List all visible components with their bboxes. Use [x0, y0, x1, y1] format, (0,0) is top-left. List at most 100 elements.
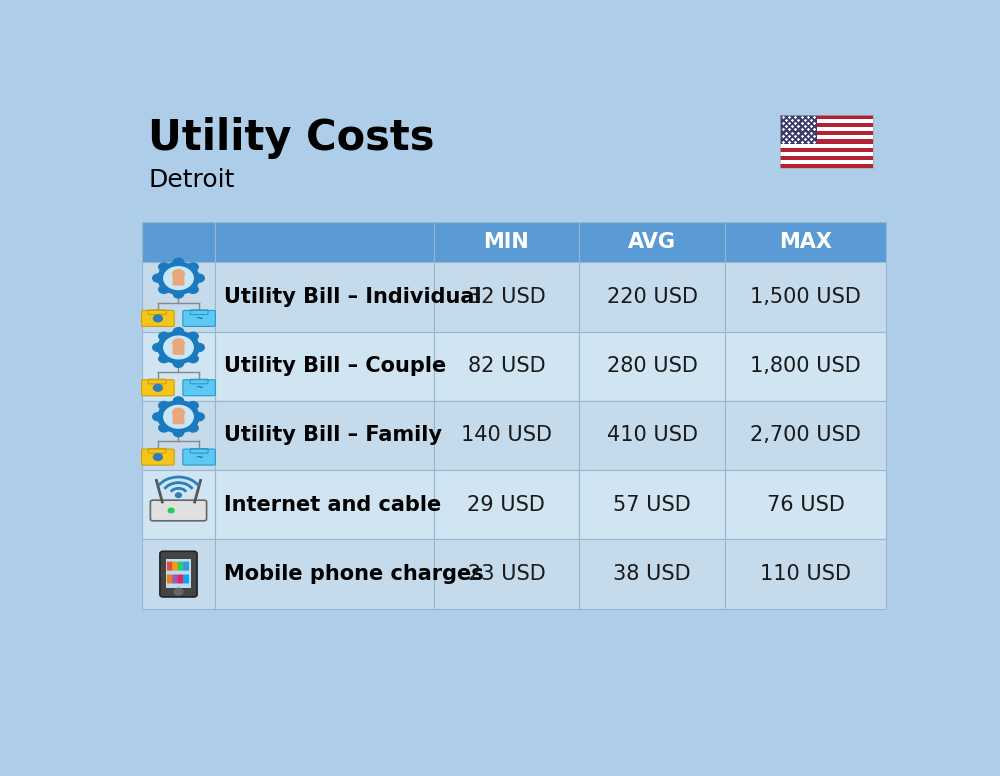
- Circle shape: [173, 408, 184, 417]
- Circle shape: [153, 413, 163, 421]
- Bar: [579, 539, 725, 609]
- FancyBboxPatch shape: [150, 501, 207, 521]
- Text: AVG: AVG: [628, 232, 676, 252]
- Bar: [434, 470, 579, 539]
- Circle shape: [159, 424, 169, 432]
- Bar: [142, 331, 215, 401]
- FancyBboxPatch shape: [178, 562, 184, 570]
- Circle shape: [164, 267, 193, 289]
- Circle shape: [158, 331, 199, 363]
- Text: MAX: MAX: [779, 232, 832, 252]
- Text: Internet and cable: Internet and cable: [224, 495, 441, 514]
- Text: 32 USD: 32 USD: [468, 287, 545, 307]
- Bar: [725, 401, 886, 470]
- Circle shape: [188, 332, 198, 340]
- Circle shape: [173, 359, 184, 367]
- Bar: [780, 147, 873, 151]
- Circle shape: [173, 269, 184, 279]
- Bar: [780, 164, 873, 168]
- Text: 76 USD: 76 USD: [767, 495, 844, 514]
- Bar: [434, 262, 579, 331]
- FancyBboxPatch shape: [178, 574, 184, 584]
- Bar: [780, 120, 873, 123]
- Bar: [434, 222, 579, 262]
- Text: Utility Bill – Couple: Utility Bill – Couple: [224, 356, 446, 376]
- Bar: [780, 127, 873, 131]
- Text: 57 USD: 57 USD: [613, 495, 691, 514]
- Text: 29 USD: 29 USD: [467, 495, 545, 514]
- Bar: [780, 136, 873, 140]
- Text: Utility Bill – Individual: Utility Bill – Individual: [224, 287, 481, 307]
- Text: 1,500 USD: 1,500 USD: [750, 287, 861, 307]
- Bar: [215, 262, 434, 331]
- Text: Utility Costs: Utility Costs: [148, 117, 435, 159]
- Text: ~: ~: [195, 452, 203, 462]
- Circle shape: [194, 413, 204, 421]
- Bar: [434, 539, 579, 609]
- Circle shape: [194, 274, 204, 282]
- FancyBboxPatch shape: [167, 562, 173, 570]
- Text: 2,700 USD: 2,700 USD: [750, 425, 861, 445]
- Bar: [725, 470, 886, 539]
- Circle shape: [153, 344, 163, 352]
- Bar: [780, 156, 873, 160]
- Bar: [780, 160, 873, 164]
- Text: ~: ~: [195, 383, 203, 392]
- Bar: [579, 262, 725, 331]
- Text: 38 USD: 38 USD: [613, 564, 691, 584]
- FancyBboxPatch shape: [183, 449, 215, 465]
- Bar: [725, 222, 886, 262]
- FancyBboxPatch shape: [172, 562, 178, 570]
- FancyBboxPatch shape: [142, 310, 174, 327]
- FancyBboxPatch shape: [167, 574, 173, 584]
- Circle shape: [173, 290, 184, 298]
- Text: Utility Bill – Family: Utility Bill – Family: [224, 425, 442, 445]
- Circle shape: [158, 262, 199, 294]
- Bar: [780, 123, 873, 127]
- Circle shape: [188, 355, 198, 362]
- Circle shape: [168, 508, 174, 513]
- Circle shape: [173, 327, 184, 335]
- FancyBboxPatch shape: [142, 449, 174, 465]
- Circle shape: [188, 424, 198, 432]
- Bar: [142, 262, 215, 331]
- Circle shape: [159, 401, 169, 410]
- Bar: [215, 222, 434, 262]
- Bar: [725, 539, 886, 609]
- Circle shape: [176, 493, 181, 497]
- Circle shape: [173, 428, 184, 437]
- Bar: [780, 131, 873, 136]
- Bar: [215, 539, 434, 609]
- Bar: [215, 401, 434, 470]
- Circle shape: [173, 397, 184, 405]
- Bar: [780, 144, 873, 147]
- Bar: [579, 401, 725, 470]
- Circle shape: [153, 384, 162, 391]
- Bar: [725, 331, 886, 401]
- Circle shape: [159, 263, 169, 271]
- Circle shape: [174, 588, 183, 595]
- Circle shape: [164, 336, 193, 359]
- Bar: [780, 151, 873, 156]
- FancyBboxPatch shape: [183, 574, 189, 584]
- Bar: [166, 559, 191, 588]
- Text: 280 USD: 280 USD: [607, 356, 698, 376]
- Text: 220 USD: 220 USD: [607, 287, 698, 307]
- FancyBboxPatch shape: [183, 379, 215, 396]
- Text: 82 USD: 82 USD: [468, 356, 545, 376]
- Bar: [215, 470, 434, 539]
- Circle shape: [159, 286, 169, 293]
- Bar: [725, 262, 886, 331]
- Circle shape: [164, 405, 193, 428]
- Text: 1,800 USD: 1,800 USD: [750, 356, 861, 376]
- Circle shape: [188, 286, 198, 293]
- FancyBboxPatch shape: [173, 277, 184, 286]
- Circle shape: [159, 332, 169, 340]
- Bar: [780, 140, 873, 144]
- Bar: [142, 401, 215, 470]
- Bar: [579, 222, 725, 262]
- Circle shape: [153, 315, 162, 322]
- FancyBboxPatch shape: [172, 574, 178, 584]
- FancyBboxPatch shape: [183, 310, 215, 327]
- Bar: [780, 115, 817, 144]
